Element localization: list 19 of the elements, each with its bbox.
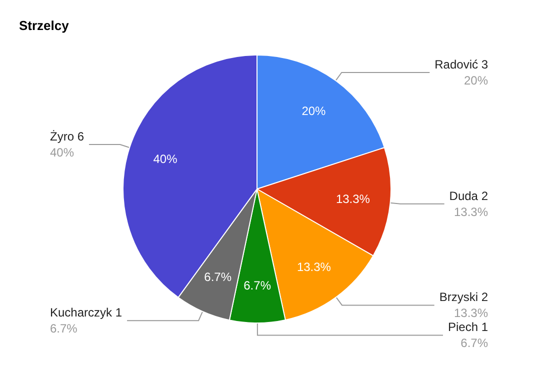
- slice-label: Żyro 6: [50, 130, 84, 144]
- chart-title: Strzelcy: [19, 18, 70, 33]
- slice-label: Piech 1: [448, 320, 488, 334]
- text: 13.3%: [454, 306, 488, 320]
- data-label: 13.3%: [296, 260, 332, 274]
- text: 6.7%: [460, 336, 488, 350]
- slice-label: Brzyski 2: [439, 290, 488, 304]
- text: 20%: [302, 104, 326, 118]
- text: 13.3%: [336, 192, 370, 206]
- text: 6.7%: [50, 322, 78, 336]
- data-label: 6.7%: [244, 278, 272, 292]
- slice-label: Duda 2: [449, 188, 488, 203]
- slice-label: Radović 3: [434, 58, 488, 72]
- data-label: 20%: [464, 74, 488, 88]
- slice-label: Kucharczyk 1: [50, 306, 122, 320]
- data-label: 40%: [50, 146, 74, 160]
- data-label: 13.3%: [454, 204, 488, 219]
- data-label: 6.7%: [204, 270, 232, 284]
- text: 40%: [153, 152, 178, 166]
